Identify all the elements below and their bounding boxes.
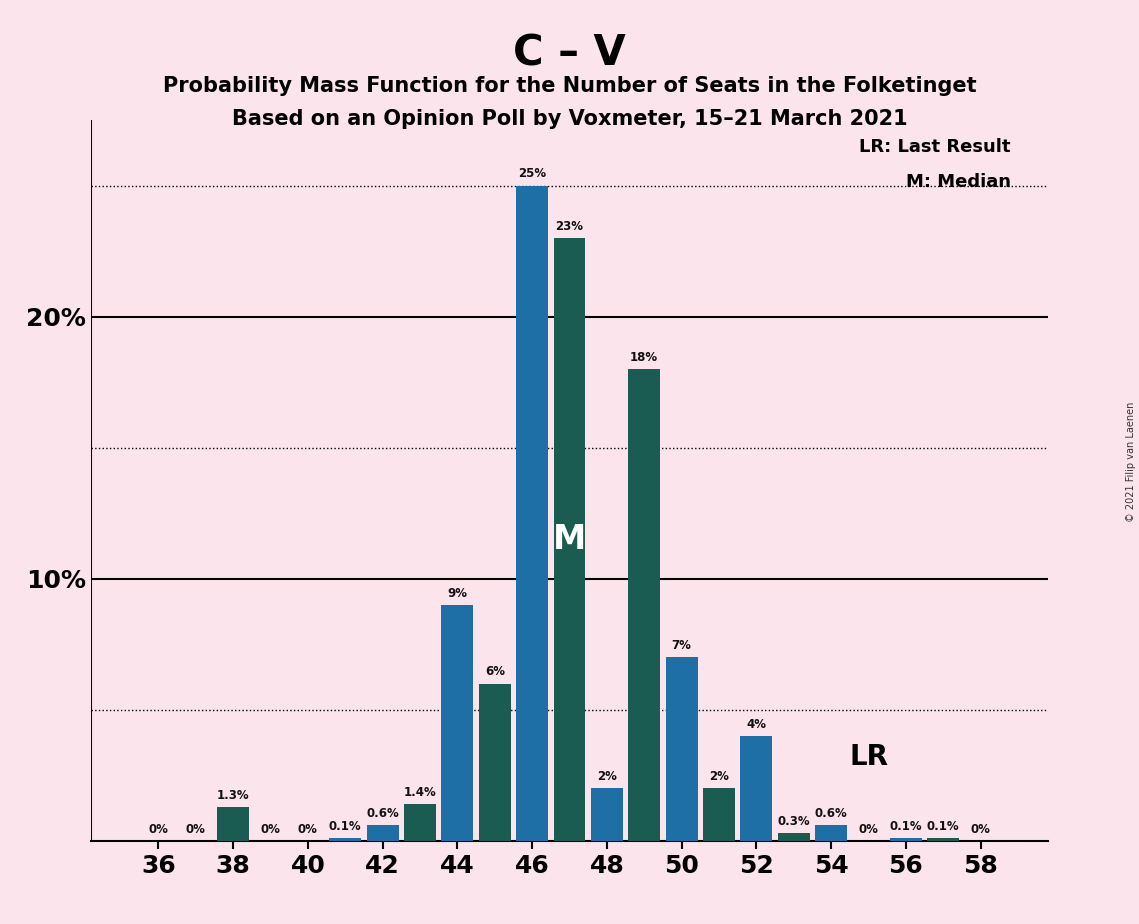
Bar (890, 838, 921, 841)
Text: 0.6%: 0.6% (367, 807, 399, 820)
Text: 0.6%: 0.6% (814, 807, 847, 820)
Text: 0.1%: 0.1% (890, 820, 923, 833)
Text: 0%: 0% (148, 822, 169, 835)
Text: 0%: 0% (186, 822, 206, 835)
Bar (778, 833, 810, 841)
Text: 2%: 2% (710, 771, 729, 784)
Text: 0%: 0% (261, 822, 280, 835)
Bar (703, 788, 735, 841)
Text: 7%: 7% (672, 639, 691, 652)
Text: 0.1%: 0.1% (927, 820, 959, 833)
Text: 6%: 6% (485, 665, 505, 678)
Bar (591, 788, 623, 841)
Bar (478, 684, 510, 841)
Text: 1.4%: 1.4% (403, 786, 436, 799)
Text: Probability Mass Function for the Number of Seats in the Folketinget: Probability Mass Function for the Number… (163, 76, 976, 96)
Text: M: M (552, 523, 587, 556)
Text: LR: LR (850, 743, 888, 771)
Bar (740, 736, 772, 841)
Text: M: Median: M: Median (906, 173, 1010, 190)
Text: © 2021 Filip van Laenen: © 2021 Filip van Laenen (1126, 402, 1136, 522)
Text: LR: Last Result: LR: Last Result (859, 139, 1010, 156)
Text: 0.3%: 0.3% (778, 815, 810, 828)
Bar (816, 825, 847, 841)
Bar (329, 838, 361, 841)
Text: 4%: 4% (746, 718, 767, 731)
Text: 2%: 2% (597, 771, 617, 784)
Text: 0%: 0% (859, 822, 878, 835)
Bar (554, 238, 585, 841)
Bar (367, 825, 399, 841)
Bar (442, 605, 474, 841)
Bar (218, 807, 249, 841)
Bar (404, 804, 436, 841)
Bar (516, 186, 548, 841)
Text: 0%: 0% (298, 822, 318, 835)
Text: 18%: 18% (630, 351, 658, 364)
Text: 25%: 25% (518, 167, 547, 180)
Text: 1.3%: 1.3% (216, 788, 249, 801)
Bar (629, 369, 661, 841)
Text: C – V: C – V (514, 32, 625, 74)
Text: 0.1%: 0.1% (329, 820, 361, 833)
Text: 9%: 9% (448, 587, 467, 600)
Text: 23%: 23% (556, 220, 583, 233)
Bar (927, 838, 959, 841)
Bar (665, 657, 697, 841)
Text: 0%: 0% (970, 822, 991, 835)
Text: Based on an Opinion Poll by Voxmeter, 15–21 March 2021: Based on an Opinion Poll by Voxmeter, 15… (231, 109, 908, 129)
